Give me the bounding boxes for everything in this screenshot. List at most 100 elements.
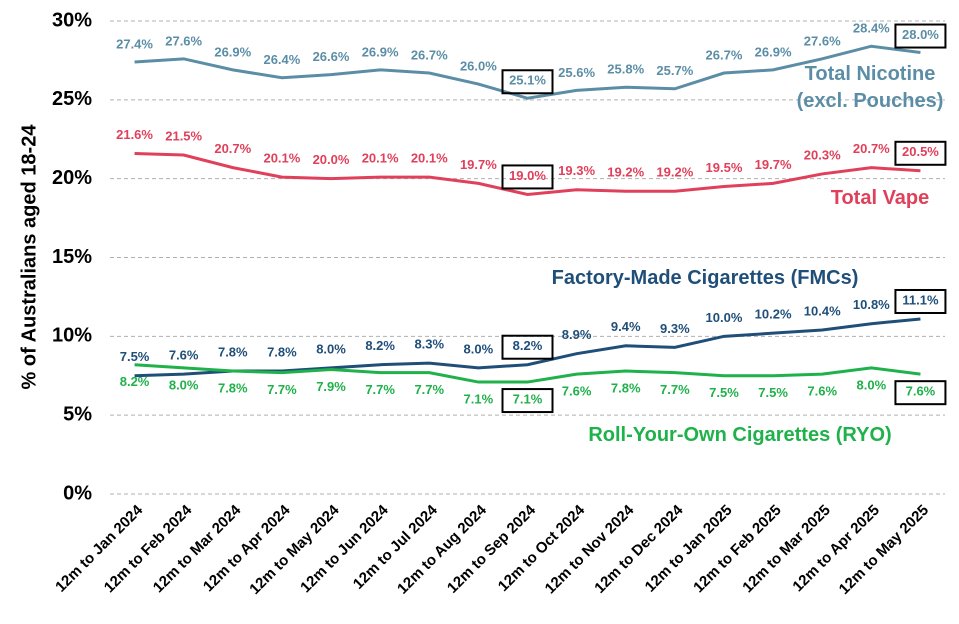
- series-label: Roll-Your-Own Cigarettes (RYO): [588, 424, 892, 446]
- value-label: 7.7%: [365, 382, 395, 397]
- value-label: 8.2%: [365, 338, 395, 353]
- x-tick-label: 12m to Jul 2024: [350, 501, 441, 592]
- value-label: 27.6%: [804, 33, 841, 48]
- value-label: 7.5%: [709, 385, 739, 400]
- x-tick-label: 12m to Feb 2025: [690, 502, 785, 597]
- x-tick-label: 12m to Mar 2024: [150, 501, 245, 596]
- value-label: 8.9%: [562, 327, 592, 342]
- x-tick-label: 12m to Aug 2024: [394, 501, 490, 597]
- x-tick-label: 12m to Sep 2024: [444, 501, 540, 597]
- value-label: 26.7%: [706, 47, 743, 62]
- series-line: [134, 151, 921, 196]
- y-tick-label: 0%: [63, 482, 92, 504]
- value-label: 26.6%: [313, 49, 350, 64]
- value-label: 28.0%: [902, 27, 939, 42]
- value-label: 11.1%: [902, 292, 939, 307]
- highlight-box: [894, 23, 947, 49]
- value-label: 7.5%: [758, 385, 788, 400]
- value-label: 26.4%: [263, 52, 300, 67]
- x-tick-label: 12m to Oct 2024: [495, 501, 589, 595]
- value-label: 20.7%: [214, 141, 251, 156]
- value-label: 19.7%: [755, 157, 792, 172]
- value-label: 7.8%: [218, 380, 248, 395]
- value-label: 8.0%: [857, 377, 887, 392]
- value-label: 27.4%: [116, 36, 153, 51]
- value-label: 7.1%: [464, 391, 494, 406]
- highlight-box: [894, 380, 947, 406]
- series-line: [134, 44, 921, 100]
- value-label: 19.7%: [460, 157, 497, 172]
- value-label: 8.3%: [414, 337, 444, 352]
- value-label: 25.7%: [656, 63, 693, 78]
- value-label: 21.5%: [165, 128, 202, 143]
- y-tick-label: 5%: [63, 403, 92, 425]
- value-label: 7.6%: [807, 384, 837, 399]
- value-label: 7.7%: [267, 382, 297, 397]
- value-label: 27.6%: [165, 33, 202, 48]
- highlight-box: [501, 164, 554, 190]
- value-label: 7.8%: [218, 344, 248, 359]
- value-label: 26.0%: [460, 59, 497, 74]
- value-label: 26.7%: [411, 47, 448, 62]
- x-tick-label: 12m to Nov 2024: [542, 501, 638, 597]
- value-label: 9.3%: [660, 321, 690, 336]
- x-tick-label: 12m to Jun 2024: [297, 501, 392, 596]
- value-label: 7.9%: [316, 379, 346, 394]
- highlight-box: [501, 334, 554, 360]
- value-label: 21.6%: [116, 127, 153, 142]
- value-label: 19.2%: [656, 165, 693, 180]
- highlight-box: [894, 140, 947, 166]
- value-label: 19.3%: [558, 163, 595, 178]
- y-axis-label: % of Australians aged 18-24: [18, 124, 40, 390]
- value-label: 8.2%: [513, 338, 543, 353]
- value-label: 8.0%: [169, 377, 199, 392]
- value-label: 8.0%: [316, 341, 346, 356]
- x-tick-label: 12m to May 2025: [836, 502, 932, 598]
- x-tick-label: 12m to Dec 2024: [591, 501, 687, 597]
- x-tick-label: 12m to Jan 2025: [642, 502, 736, 596]
- value-label: 10.2%: [755, 307, 792, 322]
- highlight-box: [501, 388, 554, 414]
- value-label: 26.9%: [755, 44, 792, 59]
- value-label: 19.0%: [509, 168, 546, 183]
- value-label: 20.1%: [362, 151, 399, 166]
- value-label: 20.1%: [411, 151, 448, 166]
- value-label: 26.9%: [214, 44, 251, 59]
- value-label: 7.1%: [513, 391, 543, 406]
- value-label: 25.1%: [509, 73, 546, 88]
- y-tick-label: 10%: [52, 325, 92, 347]
- value-label: 7.8%: [267, 344, 297, 359]
- value-label: 20.7%: [853, 141, 890, 156]
- y-tick-label: 25%: [52, 88, 92, 110]
- value-label: 7.6%: [169, 348, 199, 363]
- y-tick-label: 30%: [52, 9, 92, 31]
- highlight-box: [894, 288, 947, 314]
- x-tick-label: 12m to Apr 2025: [789, 502, 883, 596]
- value-label: 7.5%: [120, 349, 150, 364]
- value-label: 19.5%: [706, 160, 743, 175]
- value-label: 26.9%: [362, 44, 399, 59]
- y-tick-label: 20%: [52, 167, 92, 189]
- value-label: 20.0%: [313, 152, 350, 167]
- value-label: 10.8%: [853, 297, 890, 312]
- value-label: 20.5%: [902, 144, 939, 159]
- value-label: 10.0%: [706, 310, 743, 325]
- x-tick-label: 12m to Feb 2024: [101, 501, 196, 596]
- series-line: [134, 363, 921, 384]
- y-tick-label: 15%: [52, 246, 92, 268]
- series-label: Total Nicotine (excl. Pouches): [796, 63, 944, 112]
- value-label: 20.1%: [263, 151, 300, 166]
- x-tick-label: 12m to Mar 2025: [739, 502, 834, 597]
- value-label: 7.8%: [611, 380, 641, 395]
- series-label: Total Vape: [830, 187, 930, 209]
- highlight-box: [501, 69, 554, 95]
- value-label: 20.3%: [804, 147, 841, 162]
- value-label: 7.7%: [414, 382, 444, 397]
- value-label: 25.8%: [607, 62, 644, 77]
- x-tick-label: 12m to Jan 2024: [52, 501, 146, 595]
- series-label: Factory-Made Cigarettes (FMCs): [551, 267, 859, 289]
- value-label: 7.6%: [906, 384, 936, 399]
- value-label: 28.4%: [853, 21, 890, 36]
- value-label: 7.7%: [660, 382, 690, 397]
